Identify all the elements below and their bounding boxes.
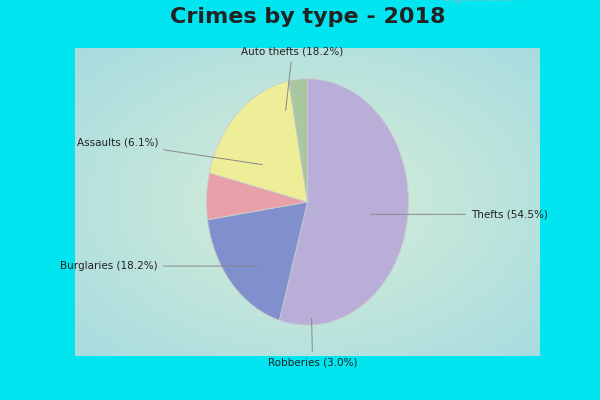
Wedge shape — [209, 81, 308, 202]
Text: City-Data.com: City-Data.com — [443, 0, 522, 2]
Text: Thefts (54.5%): Thefts (54.5%) — [371, 209, 548, 219]
Text: Robberies (3.0%): Robberies (3.0%) — [268, 318, 357, 367]
Title: Crimes by type - 2018: Crimes by type - 2018 — [170, 7, 445, 27]
Wedge shape — [280, 79, 409, 325]
Text: Auto thefts (18.2%): Auto thefts (18.2%) — [241, 47, 343, 110]
Text: Assaults (6.1%): Assaults (6.1%) — [77, 138, 262, 165]
Wedge shape — [206, 173, 308, 220]
Text: ⓘ: ⓘ — [454, 0, 461, 4]
Wedge shape — [289, 79, 308, 202]
Text: Burglaries (18.2%): Burglaries (18.2%) — [61, 261, 258, 271]
Wedge shape — [208, 202, 308, 320]
